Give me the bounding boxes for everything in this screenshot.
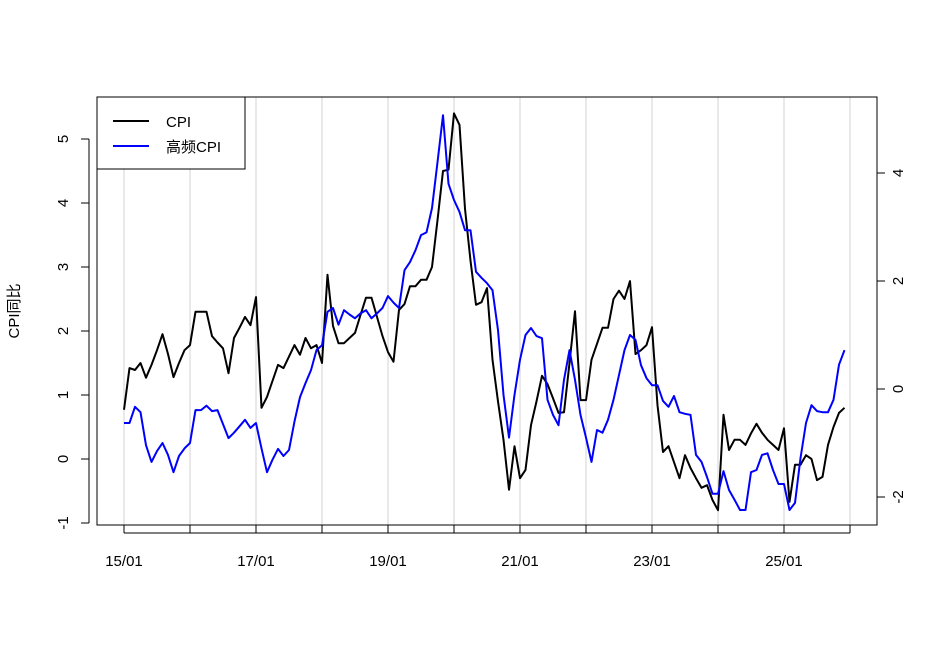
legend-box	[96, 96, 246, 170]
left-tick-label: 4	[55, 199, 72, 207]
x-tick-label: 23/01	[633, 553, 671, 570]
right-tick-label: 4	[890, 169, 907, 177]
left-tick-label: 0	[55, 455, 72, 463]
left-tick-label: -1	[55, 516, 72, 529]
series-line-cpi	[123, 112, 846, 512]
legend: CPI 高频CPI	[96, 96, 246, 170]
left-tick-label: 2	[55, 327, 72, 335]
right-tick-label: -2	[890, 490, 907, 503]
left-y-axis: -1 0 1 2 3 4 5	[55, 135, 90, 530]
left-tick-label: 3	[55, 263, 72, 271]
legend-label-high-freq-cpi: 高频CPI	[166, 139, 221, 156]
right-tick-label: 0	[890, 385, 907, 393]
y-axis-label: CPI同比	[6, 283, 23, 338]
legend-label-cpi: CPI	[166, 114, 191, 131]
series-line-high-freq-cpi	[124, 114, 846, 511]
x-tick-label: 15/01	[105, 553, 143, 570]
x-tick-label: 21/01	[501, 553, 539, 570]
x-axis: 15/01 17/01 19/01 21/01 23/01 25/01	[105, 525, 851, 570]
x-tick-label: 17/01	[237, 553, 275, 570]
x-tick-label: 25/01	[765, 553, 803, 570]
series-lines	[123, 112, 846, 512]
left-tick-label: 5	[55, 135, 72, 143]
left-tick-label: 1	[55, 391, 72, 399]
right-y-axis: -2 0 2 4	[876, 169, 907, 504]
right-tick-label: 2	[890, 277, 907, 285]
x-tick-label: 19/01	[369, 553, 407, 570]
